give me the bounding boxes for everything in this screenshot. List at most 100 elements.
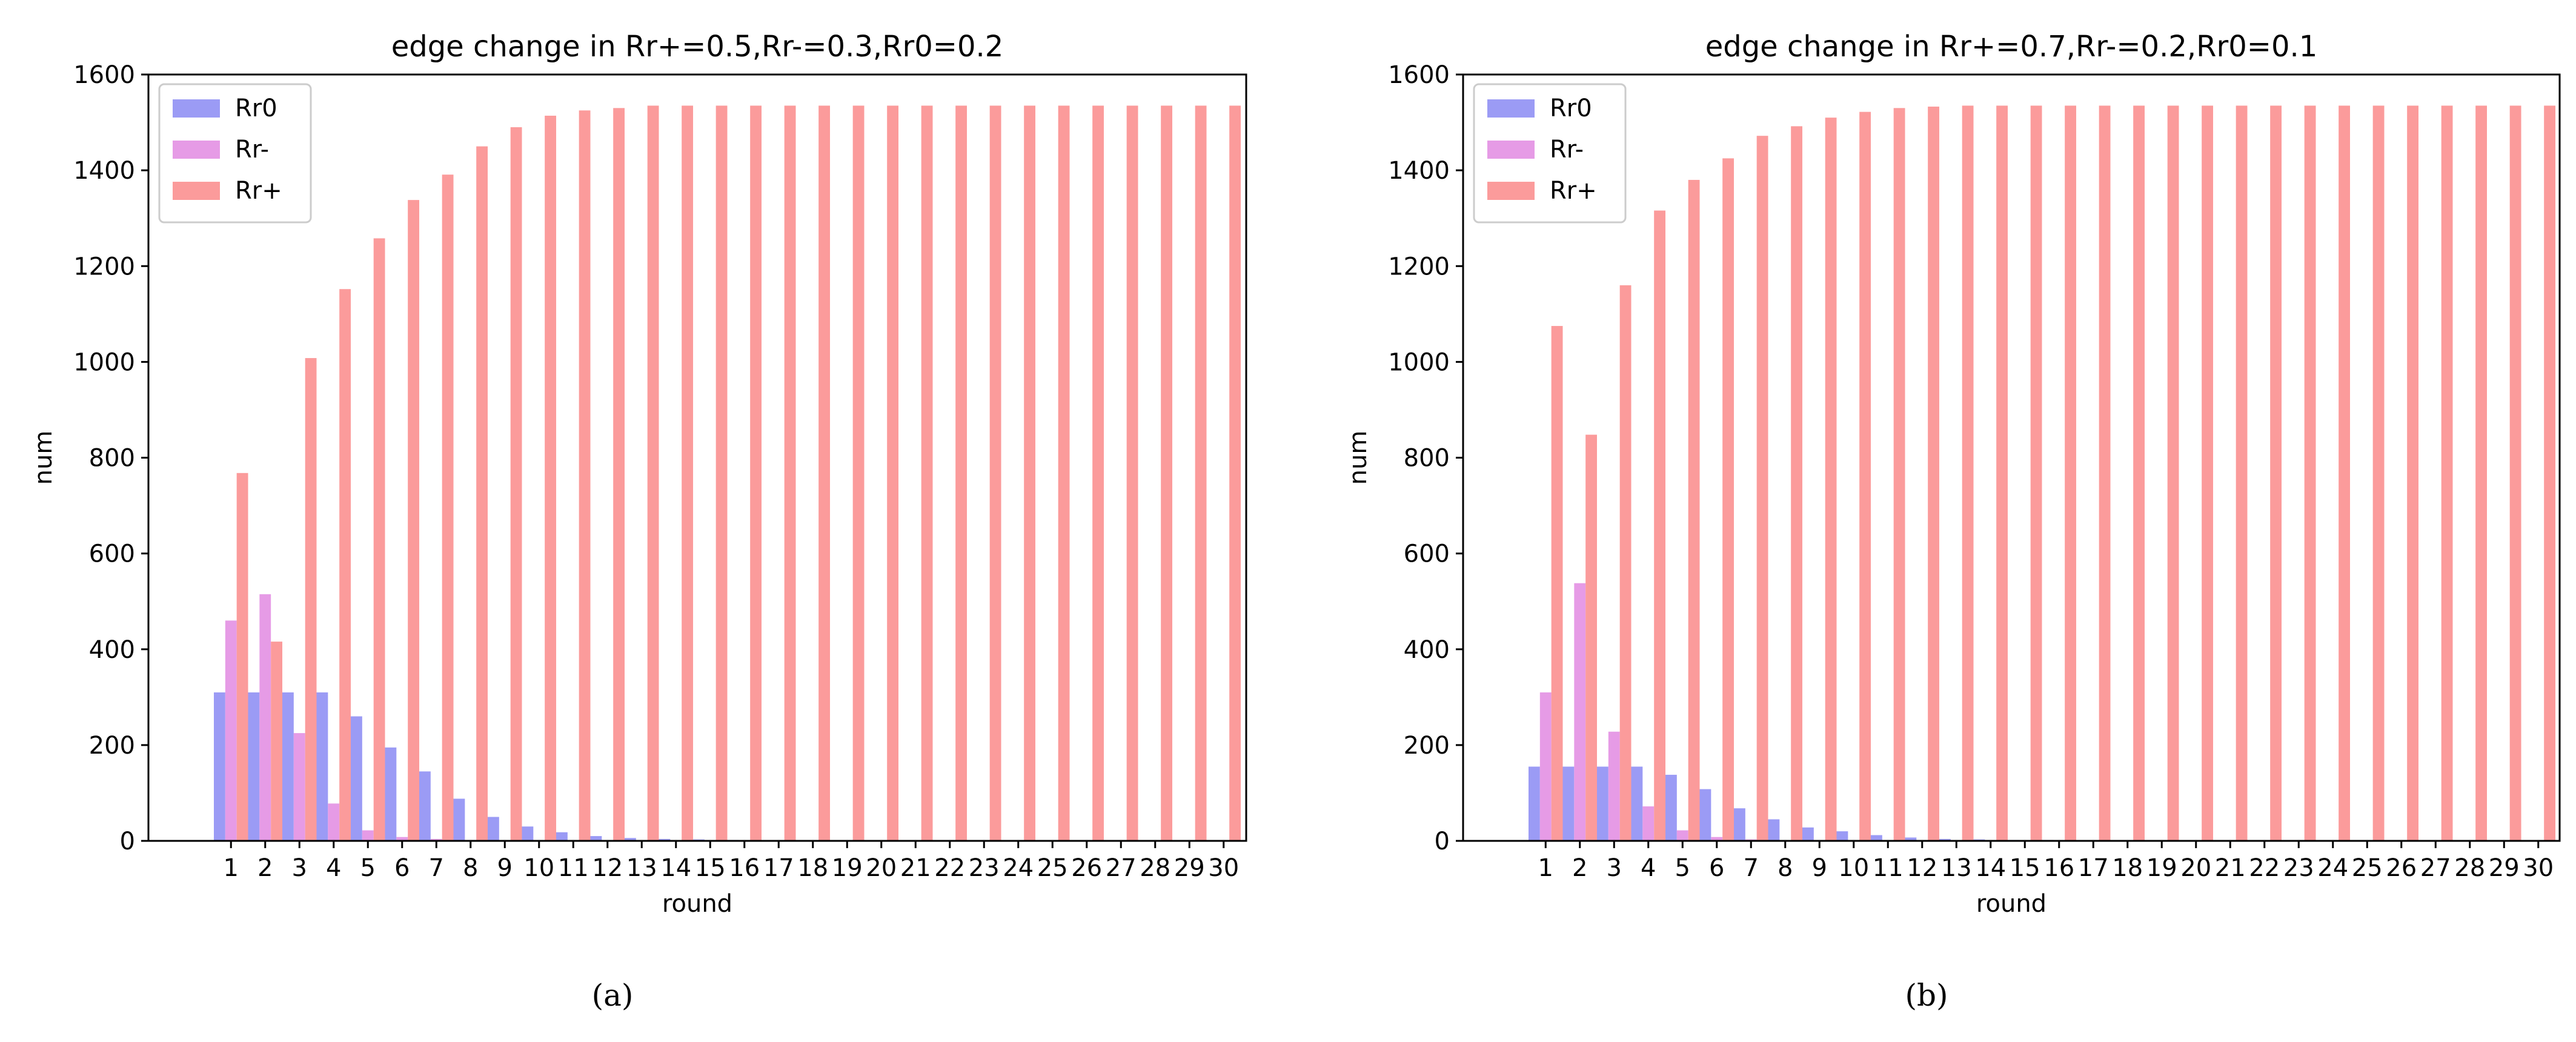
legend-label: Rr+ <box>1550 177 1597 205</box>
x-tick-label: 1 <box>1538 854 1553 882</box>
y-tick-label: 1400 <box>73 157 135 185</box>
bar-rr0-11 <box>556 832 568 841</box>
y-tick-label: 1200 <box>1388 253 1450 280</box>
bar-rrplus-16 <box>750 105 762 841</box>
x-tick-label: 10 <box>1838 854 1869 882</box>
y-tick-label: 1400 <box>1388 157 1450 185</box>
x-tick-label: 13 <box>1941 854 1972 882</box>
x-tick-label: 8 <box>463 854 478 882</box>
bar-rrplus-30 <box>1229 105 1241 841</box>
bar-rr0-4 <box>316 692 328 841</box>
bar-rr0-1 <box>214 692 225 841</box>
bar-rrplus-10 <box>545 115 556 841</box>
x-tick-label: 29 <box>1174 854 1205 882</box>
bar-rrplus-16 <box>2065 105 2076 841</box>
bar-rrminus-6 <box>396 837 408 841</box>
x-tick-label: 29 <box>2489 854 2520 882</box>
bar-rr0-6 <box>385 747 397 841</box>
bar-rrplus-19 <box>2167 105 2179 841</box>
bar-rrplus-29 <box>1195 105 1207 841</box>
bar-rr0-2 <box>1562 766 1575 841</box>
x-tick-label: 12 <box>1907 854 1937 882</box>
bar-rrplus-2 <box>1585 434 1597 841</box>
bar-rrplus-25 <box>1058 105 1070 841</box>
bar-rrminus-3 <box>1608 731 1620 841</box>
bar-rrplus-26 <box>2407 105 2418 841</box>
bar-rr0-7 <box>1734 808 1745 841</box>
panel-caption: (b) <box>1905 978 1948 1013</box>
bar-rrplus-23 <box>989 105 1001 841</box>
bar-rrplus-21 <box>2236 105 2248 841</box>
y-tick-label: 1000 <box>73 348 135 376</box>
y-tick-label: 800 <box>89 445 135 473</box>
bar-rr0-3 <box>1597 766 1608 841</box>
bar-rrminus-1 <box>1539 692 1552 841</box>
legend-label: Rr- <box>235 136 269 164</box>
bar-rrplus-22 <box>955 105 967 841</box>
x-tick-label: 25 <box>2352 854 2383 882</box>
bar-rr0-14 <box>659 838 671 841</box>
bar-rrplus-22 <box>2270 105 2282 841</box>
x-tick-label: 28 <box>1140 854 1170 882</box>
x-tick-label: 15 <box>695 854 726 882</box>
legend-swatch <box>173 141 220 159</box>
x-tick-label: 18 <box>2112 854 2143 882</box>
bar-rrplus-13 <box>647 105 659 841</box>
bar-rrplus-3 <box>305 358 317 841</box>
bar-rr0-5 <box>1665 774 1677 841</box>
bar-rrplus-18 <box>2133 105 2145 841</box>
x-tick-label: 4 <box>326 854 341 882</box>
bar-rr0-5 <box>351 716 362 841</box>
x-tick-label: 6 <box>394 854 410 882</box>
y-axis-label: num <box>30 431 58 485</box>
chart-title: edge change in Rr+=0.5,Rr-=0.3,Rr0=0.2 <box>391 30 1004 64</box>
legend-swatch <box>1487 99 1535 118</box>
bar-rr0-11 <box>1871 835 1882 841</box>
bar-rrplus-13 <box>1962 105 1974 841</box>
bar-rrplus-17 <box>2099 105 2111 841</box>
legend-label: Rr0 <box>235 95 277 122</box>
bar-rrplus-29 <box>2509 105 2521 841</box>
bar-rr0-12 <box>590 836 602 841</box>
bar-rr0-8 <box>453 798 465 841</box>
bar-rrplus-5 <box>373 238 385 841</box>
bar-rrplus-14 <box>1996 105 2008 841</box>
x-tick-label: 14 <box>660 854 691 882</box>
bar-rrplus-20 <box>887 105 898 841</box>
bar-rrminus-4 <box>1642 806 1655 841</box>
y-tick-label: 800 <box>1404 445 1450 473</box>
x-tick-label: 27 <box>1106 854 1137 882</box>
bar-rrplus-30 <box>2544 105 2555 841</box>
bar-rrplus-5 <box>1688 179 1700 841</box>
legend: Rr0 Rr- Rr+ <box>158 83 312 224</box>
bar-rrplus-1 <box>1551 326 1563 841</box>
x-tick-label: 6 <box>1709 854 1724 882</box>
bar-rrplus-12 <box>613 108 625 841</box>
x-tick-label: 15 <box>2010 854 2040 882</box>
y-tick-label: 600 <box>1404 540 1450 568</box>
bar-rrplus-9 <box>510 127 522 841</box>
chart-title: edge change in Rr+=0.7,Rr-=0.2,Rr0=0.1 <box>1705 30 2318 64</box>
bar-rrplus-20 <box>2202 105 2213 841</box>
y-tick-label: 1000 <box>1388 348 1450 376</box>
bar-rrplus-21 <box>921 105 933 841</box>
bar-rr0-13 <box>1939 838 1951 841</box>
x-tick-label: 13 <box>626 854 657 882</box>
x-tick-label: 26 <box>1071 854 1102 882</box>
bar-rr0-3 <box>282 692 294 841</box>
x-tick-label: 2 <box>1572 854 1587 882</box>
bar-rrplus-7 <box>442 174 454 841</box>
y-tick-label: 400 <box>1404 636 1450 664</box>
x-tick-label: 22 <box>934 854 965 882</box>
x-tick-label: 23 <box>2283 854 2314 882</box>
bar-rrplus-6 <box>1722 158 1734 841</box>
bar-rr0-2 <box>248 692 260 841</box>
x-tick-label: 1 <box>224 854 239 882</box>
bar-rr0-9 <box>1802 827 1814 841</box>
x-tick-label: 18 <box>797 854 828 882</box>
x-tick-label: 11 <box>1873 854 1904 882</box>
bar-rrplus-27 <box>2441 105 2453 841</box>
bar-rrminus-4 <box>328 803 340 841</box>
bar-rrplus-26 <box>1092 105 1104 841</box>
